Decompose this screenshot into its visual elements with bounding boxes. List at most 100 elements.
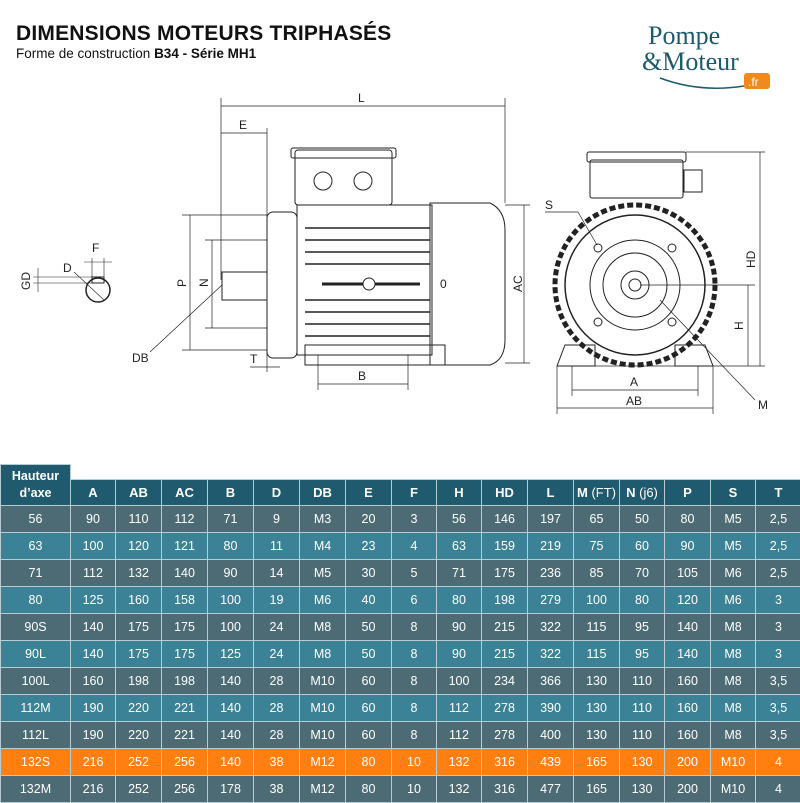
cell-value: 121 xyxy=(162,533,208,560)
column-header-main: H xyxy=(454,485,463,500)
label-P: P xyxy=(175,279,189,287)
cell-value: 30 xyxy=(346,560,392,587)
motor-side-view xyxy=(222,148,505,365)
cell-value: 19 xyxy=(254,587,300,614)
cell-value: M8 xyxy=(300,641,346,668)
cell-value: 112 xyxy=(162,506,208,533)
column-header-main: T xyxy=(775,485,783,500)
column-header-main: HD xyxy=(495,485,514,500)
cell-frame-size: 132M xyxy=(1,776,71,803)
cell-value: 2,5 xyxy=(756,560,800,587)
cell-value: 316 xyxy=(482,776,528,803)
cell-value: 130 xyxy=(574,722,620,749)
cell-value: 100 xyxy=(71,533,116,560)
column-header-s: S xyxy=(711,480,756,506)
header-spacer xyxy=(71,465,800,480)
cell-value: M8 xyxy=(300,614,346,641)
cell-value: M5 xyxy=(300,560,346,587)
cell-value: 80 xyxy=(437,587,482,614)
cell-frame-size: 63 xyxy=(1,533,71,560)
label-N: N xyxy=(197,278,211,287)
cell-value: 146 xyxy=(482,506,528,533)
cell-value: 125 xyxy=(208,641,254,668)
label-B: B xyxy=(358,369,366,383)
cell-value: 132 xyxy=(116,560,162,587)
cell-value: M6 xyxy=(711,587,756,614)
cell-value: 221 xyxy=(162,695,208,722)
cell-frame-size: 112L xyxy=(1,722,71,749)
cell-value: 3 xyxy=(756,587,800,614)
cell-value: 140 xyxy=(71,641,116,668)
column-header-main: S xyxy=(729,485,738,500)
cell-value: 24 xyxy=(254,614,300,641)
corner-line2: d’axe xyxy=(20,486,52,500)
cell-value: 90 xyxy=(208,560,254,587)
cell-value: 8 xyxy=(392,695,437,722)
column-header-main: F xyxy=(410,485,418,500)
logo-line1: Pompe xyxy=(648,21,720,50)
cell-value: 198 xyxy=(482,587,528,614)
cell-value: 132 xyxy=(437,749,482,776)
cell-value: 95 xyxy=(620,614,665,641)
column-header-main: A xyxy=(88,485,97,500)
cell-value: M8 xyxy=(711,614,756,641)
column-header-hd: HD xyxy=(482,480,528,506)
label-H: H xyxy=(732,321,746,330)
cell-value: 125 xyxy=(71,587,116,614)
cell-value: 140 xyxy=(208,749,254,776)
column-header-l: L xyxy=(528,480,574,506)
cell-value: 234 xyxy=(482,668,528,695)
cell-value: 175 xyxy=(482,560,528,587)
cell-value: 110 xyxy=(620,668,665,695)
cell-frame-size: 71 xyxy=(1,560,71,587)
cell-value: 9 xyxy=(254,506,300,533)
cell-value: 71 xyxy=(437,560,482,587)
cell-frame-size: 90S xyxy=(1,614,71,641)
cell-value: 100 xyxy=(208,587,254,614)
cell-value: 160 xyxy=(665,668,711,695)
cell-value: 40 xyxy=(346,587,392,614)
cell-value: 130 xyxy=(574,668,620,695)
cell-value: 175 xyxy=(116,614,162,641)
column-header-t: T xyxy=(756,480,800,506)
cell-frame-size: 132S xyxy=(1,749,71,776)
label-DB: DB xyxy=(132,351,149,365)
column-header-main: AC xyxy=(175,485,194,500)
cell-value: 115 xyxy=(574,641,620,668)
column-header-main: AB xyxy=(129,485,148,500)
label-M: M xyxy=(758,398,768,412)
cell-value: 322 xyxy=(528,641,574,668)
cell-value: 140 xyxy=(208,695,254,722)
cell-value: 50 xyxy=(346,641,392,668)
label-AC: AC xyxy=(511,275,525,292)
cell-value: 439 xyxy=(528,749,574,776)
cell-value: 50 xyxy=(620,506,665,533)
label-O: 0 xyxy=(440,277,447,291)
cell-value: 175 xyxy=(116,641,162,668)
cell-value: 190 xyxy=(71,695,116,722)
cell-value: 322 xyxy=(528,614,574,641)
cell-value: 160 xyxy=(116,587,162,614)
cell-value: 90 xyxy=(437,614,482,641)
cell-value: M8 xyxy=(711,695,756,722)
cell-value: 140 xyxy=(665,641,711,668)
cell-value: 279 xyxy=(528,587,574,614)
cell-value: 160 xyxy=(71,668,116,695)
label-AB: AB xyxy=(626,394,642,408)
page-subtitle: Forme de construction B34 - Série MH1 xyxy=(16,46,256,61)
cell-value: 4 xyxy=(756,749,800,776)
cell-value: 130 xyxy=(620,776,665,803)
column-header-main: E xyxy=(364,485,373,500)
cell-value: 50 xyxy=(346,614,392,641)
column-header-main: D xyxy=(272,485,281,500)
front-dimension-lines xyxy=(545,152,765,414)
cell-value: 252 xyxy=(116,776,162,803)
cell-value: 4 xyxy=(756,776,800,803)
cell-value: 220 xyxy=(116,722,162,749)
cell-value: 5 xyxy=(392,560,437,587)
side-dimension-lines xyxy=(150,98,530,390)
